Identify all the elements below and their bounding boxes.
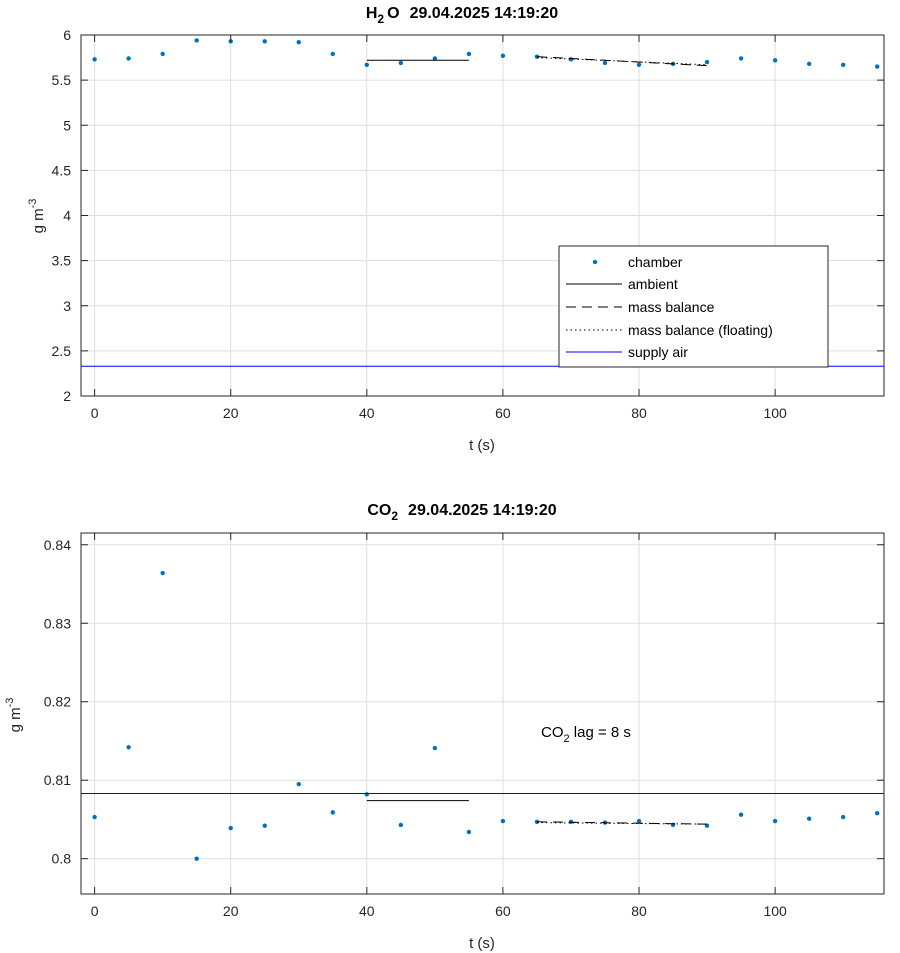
h2o-chamber-point: [432, 56, 438, 61]
h2o-chamber-point: [126, 56, 131, 61]
co2-chamber-point: [126, 745, 131, 750]
h2o-chamber-point: [772, 58, 778, 63]
co2-xtick-label: 60: [495, 903, 511, 919]
h2o-ytick-label: 2: [63, 388, 71, 404]
co2-axes-box: [80, 532, 885, 895]
co2-title: CO2 29.04.2025 14:19:20: [367, 502, 556, 523]
h2o-chamber-point: [806, 61, 812, 67]
h2o-chamber-point: [500, 53, 506, 58]
legend-label-mass-balance: mass balance: [628, 299, 715, 315]
co2-xtick-label: 0: [91, 903, 99, 919]
h2o-xtick-label: 0: [91, 405, 99, 421]
h2o-ytick-label: 6: [63, 27, 71, 43]
h2o-chamber-point: [364, 62, 370, 67]
co2-xtick-label: 20: [223, 903, 239, 919]
h2o-title: H2 O 29.04.2025 14:19:20: [366, 5, 558, 26]
h2o-chamber-point: [738, 56, 744, 61]
co2-ticks: 0 20 40 60 80 100 0.8 0.81 0.82 0.83 0.84: [44, 533, 884, 919]
co2-ytick-label: 0.84: [44, 537, 71, 553]
co2-ylabel: g m-3: [4, 698, 24, 733]
co2-chamber-point: [262, 823, 267, 828]
h2o-ytick-label: 2.5: [52, 343, 72, 359]
co2-grid: [81, 533, 884, 894]
co2-chamber-point: [874, 810, 880, 816]
co2-mass-balance-line: [536, 821, 708, 825]
h2o-chamber-point: [466, 51, 472, 57]
legend-label-chamber: chamber: [628, 254, 683, 270]
legend-label-mass-balance-floating: mass balance (floating): [628, 322, 773, 338]
h2o-xlabel: t (s): [469, 437, 495, 454]
h2o-ytick-label: 5.5: [52, 72, 72, 88]
h2o-ytick-label: 4: [63, 208, 71, 224]
h2o-chamber-point: [262, 39, 267, 44]
co2-chamber-point: [194, 856, 199, 861]
h2o-ticks: 0 20 40 60 80 100 2 2.5 3 3.5 4 4.5 5 5.5 6: [52, 27, 884, 421]
h2o-xtick-label: 60: [495, 405, 511, 421]
co2-chamber-point: [738, 812, 744, 817]
h2o-chamber-point: [160, 51, 165, 57]
co2-data: [81, 570, 884, 861]
legend-label-supply-air: supply air: [628, 344, 688, 360]
co2-xlabel: t (s): [469, 935, 495, 952]
co2-chamber-point: [92, 814, 97, 820]
co2-chamber-point: [466, 829, 472, 835]
co2-lag-annotation: CO2 lag = 8 s: [541, 724, 631, 745]
h2o-panel: H2 O 29.04.2025 14:19:20 0 20 40 60 80 100 2 2.5 3…: [27, 5, 885, 454]
h2o-chamber-point: [602, 60, 608, 66]
h2o-ytick-label: 4.5: [52, 162, 72, 178]
co2-ytick-label: 0.82: [44, 694, 71, 710]
co2-chamber-point: [228, 825, 233, 831]
co2-mass-balance-floating-line: [536, 822, 708, 825]
h2o-chamber-point: [840, 62, 846, 67]
h2o-mass-balance-line: [536, 56, 708, 67]
h2o-chamber-point: [398, 60, 404, 66]
legend-label-ambient: ambient: [628, 276, 678, 292]
h2o-xtick-label: 100: [763, 405, 787, 421]
co2-chamber-point: [296, 781, 301, 787]
co2-ytick-label: 0.81: [44, 772, 71, 788]
co2-chamber-point: [160, 570, 165, 576]
co2-chamber-point: [500, 818, 506, 824]
h2o-legend: chamber ambient mass balance mass balanc…: [558, 245, 829, 368]
co2-panel: CO2 29.04.2025 14:19:20 0 20 40 60 80 100 0.8 0.…: [4, 502, 885, 952]
h2o-ytick-label: 3.5: [52, 253, 72, 269]
co2-xtick-label: 100: [763, 903, 787, 919]
co2-chamber-point: [330, 810, 335, 815]
co2-chamber-point: [806, 816, 812, 821]
h2o-mass-balance-floating-line: [536, 57, 708, 66]
h2o-xtick-label: 80: [631, 405, 647, 421]
co2-chamber-point: [636, 818, 642, 824]
co2-chamber-point: [772, 818, 778, 824]
h2o-chamber-point: [874, 64, 880, 69]
co2-chamber-point: [364, 792, 370, 797]
h2o-ylabel: g m-3: [27, 199, 47, 234]
h2o-ytick-label: 5: [63, 117, 71, 133]
co2-ytick-label: 0.8: [52, 851, 72, 867]
h2o-xtick-label: 20: [223, 405, 239, 421]
co2-chamber-point: [398, 822, 404, 828]
co2-xtick-label: 80: [631, 903, 647, 919]
h2o-chamber-point: [296, 40, 301, 45]
h2o-chamber-point: [330, 51, 335, 57]
h2o-ytick-label: 3: [63, 298, 71, 314]
legend-marker-chamber: [592, 259, 598, 265]
co2-ytick-label: 0.83: [44, 615, 71, 631]
h2o-chamber-point: [636, 62, 642, 67]
co2-chamber-point: [432, 745, 438, 751]
h2o-chamber-point: [194, 38, 199, 43]
co2-chamber-point: [840, 814, 846, 820]
h2o-xtick-label: 40: [359, 405, 375, 421]
h2o-chamber-point: [704, 59, 710, 65]
h2o-chamber-point: [92, 57, 97, 62]
co2-xtick-label: 40: [359, 903, 375, 919]
